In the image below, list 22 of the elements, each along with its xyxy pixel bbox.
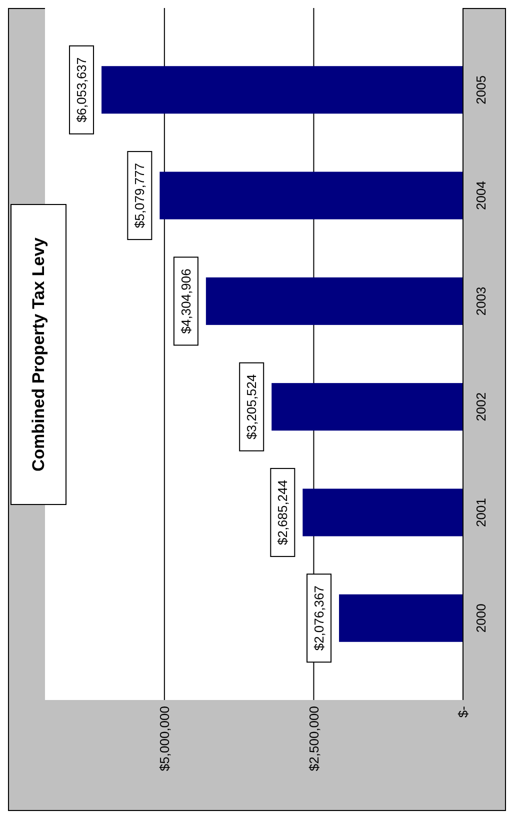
- bar: [339, 594, 463, 642]
- x-tick-label: $2,500,000: [306, 706, 322, 772]
- y-tick-label: 2003: [474, 286, 489, 316]
- x-tick-label: $5,000,000: [156, 706, 172, 772]
- data-label: $2,076,367: [312, 586, 327, 651]
- bar: [206, 277, 463, 325]
- data-label: $3,205,524: [244, 374, 260, 440]
- data-label: $5,079,777: [132, 162, 148, 228]
- text: Combined Property Tax Levy: [28, 236, 48, 472]
- y-tick-label: 2000: [474, 604, 489, 633]
- data-label: $2,685,244: [275, 480, 290, 546]
- bar: [272, 383, 463, 431]
- y-tick-label: 2004: [474, 181, 489, 210]
- data-label: $4,304,906: [178, 268, 194, 334]
- y-tick-label: 2005: [474, 75, 489, 104]
- y-tick-label: 2002: [474, 392, 489, 422]
- bar: [102, 66, 463, 114]
- bar: [302, 488, 463, 536]
- y-tick-label: 2001: [474, 498, 489, 527]
- bar: [160, 172, 463, 220]
- data-label: $6,053,637: [74, 57, 90, 122]
- x-tick-label: $-: [456, 706, 471, 718]
